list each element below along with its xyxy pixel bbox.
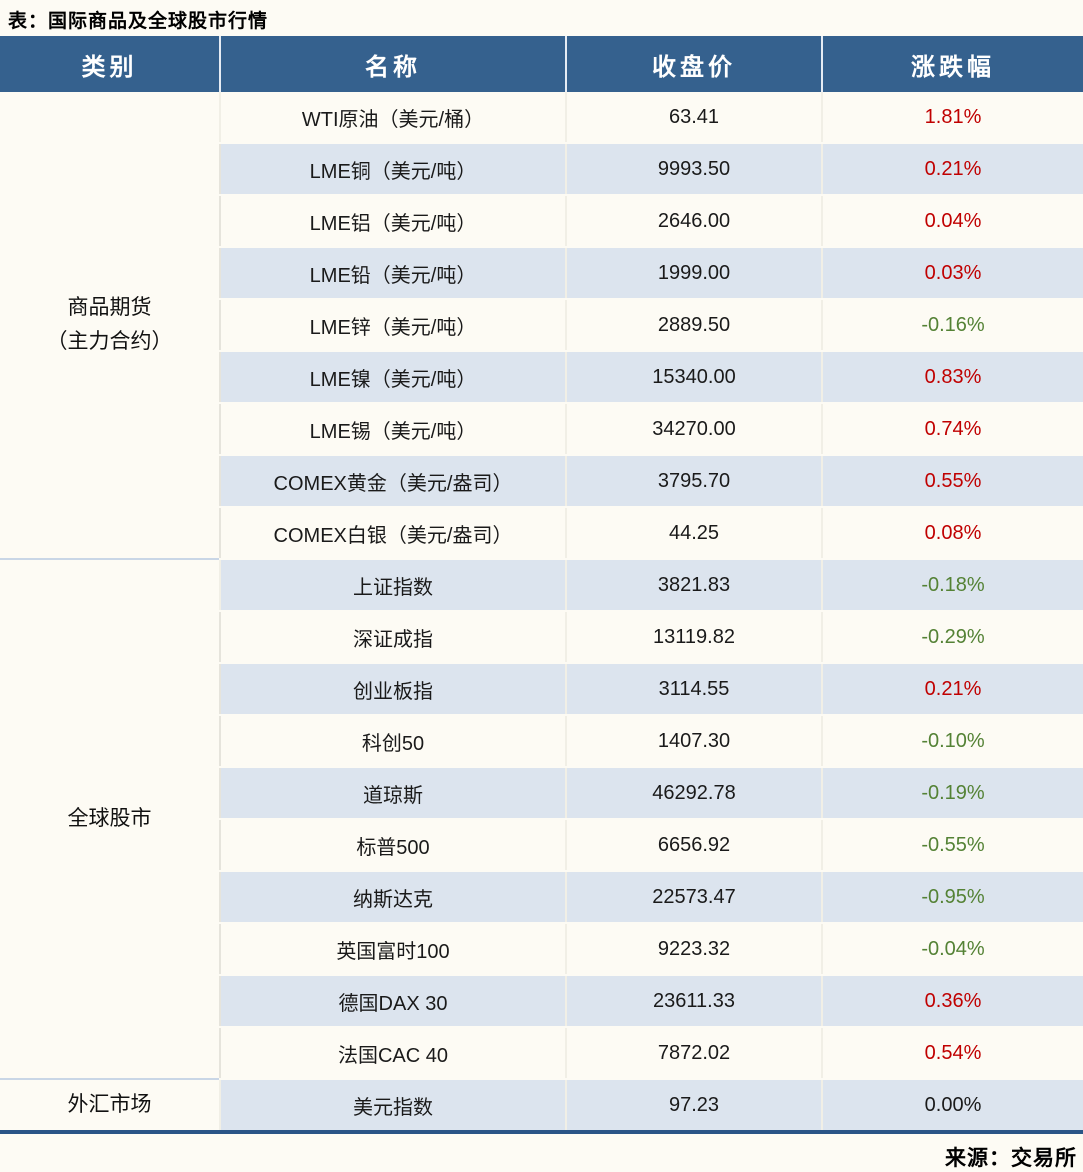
close-price-cell: 9223.32 [565, 923, 822, 976]
close-price-cell: 3795.70 [565, 455, 822, 508]
change-cell: -0.29% [821, 611, 1083, 664]
name-cell: 法国CAC 40 [219, 1027, 566, 1080]
table-row: 纳斯达克 22573.47 -0.95% [0, 871, 1083, 924]
category-cell: 商品期货 （主力合约） [0, 92, 220, 559]
change-cell: 0.54% [821, 1027, 1083, 1080]
table-row: COMEX白银（美元/盎司） 44.25 0.08% [0, 507, 1083, 560]
table-row: LME铜（美元/吨） 9993.50 0.21% [0, 143, 1083, 196]
close-price-cell: 22573.47 [565, 871, 822, 924]
table-row: 德国DAX 30 23611.33 0.36% [0, 975, 1083, 1028]
change-cell: -0.10% [821, 715, 1083, 768]
change-cell: 0.83% [821, 351, 1083, 404]
change-cell: 0.08% [821, 507, 1083, 560]
change-cell: 0.55% [821, 455, 1083, 508]
table-body: 商品期货 （主力合约） WTI原油（美元/桶） 63.41 1.81% LME铜（美元/吨… [0, 92, 1083, 1133]
change-cell: 0.00% [821, 1079, 1083, 1133]
close-price-cell: 34270.00 [565, 403, 822, 456]
change-cell: 0.36% [821, 975, 1083, 1028]
page-title: 表：国际商品及全球股市行情 [8, 11, 269, 32]
change-cell: -0.16% [821, 299, 1083, 352]
table-row: LME铝（美元/吨） 2646.00 0.04% [0, 195, 1083, 248]
close-price-cell: 3821.83 [565, 559, 822, 612]
name-cell: 纳斯达克 [219, 871, 566, 924]
category-cell: 外汇市场 [0, 1078, 220, 1132]
close-price-cell: 1407.30 [565, 715, 822, 768]
name-cell: 道琼斯 [219, 767, 566, 820]
name-cell: LME铝（美元/吨） [219, 195, 566, 248]
table-row: LME锡（美元/吨） 34270.00 0.74% [0, 403, 1083, 456]
category-label: 外汇市场 [67, 1093, 152, 1116]
close-price-cell: 44.25 [565, 507, 822, 560]
change-cell: 0.74% [821, 403, 1083, 456]
close-price-cell: 2646.00 [565, 195, 822, 248]
name-cell: LME锌（美元/吨） [219, 299, 566, 352]
close-price-cell: 63.41 [565, 92, 822, 144]
name-cell: 英国富时100 [219, 923, 566, 976]
table-row: LME锌（美元/吨） 2889.50 -0.16% [0, 299, 1083, 352]
change-cell: -0.04% [821, 923, 1083, 976]
table-row: 道琼斯 46292.78 -0.19% [0, 767, 1083, 820]
change-cell: -0.18% [821, 559, 1083, 612]
table-row: 英国富时100 9223.32 -0.04% [0, 923, 1083, 976]
table-row: 标普500 6656.92 -0.55% [0, 819, 1083, 872]
change-cell: 0.04% [821, 195, 1083, 248]
table-row: 深证成指 13119.82 -0.29% [0, 611, 1083, 664]
close-price-cell: 13119.82 [565, 611, 822, 664]
name-cell: 标普500 [219, 819, 566, 872]
table-row: 创业板指 3114.55 0.21% [0, 663, 1083, 716]
table-row: 法国CAC 40 7872.02 0.54% [0, 1027, 1083, 1080]
header-row: 类别 名称 收盘价 涨跌幅 [0, 36, 1083, 92]
category-label: （主力合约） [46, 330, 173, 353]
name-cell: 美元指数 [219, 1079, 566, 1133]
change-cell: -0.55% [821, 819, 1083, 872]
category-label: 商品期货 [67, 296, 152, 319]
col-header-change: 涨跌幅 [821, 36, 1083, 92]
close-price-cell: 1999.00 [565, 247, 822, 300]
change-cell: 0.03% [821, 247, 1083, 300]
name-cell: LME铅（美元/吨） [219, 247, 566, 300]
change-cell: 0.21% [821, 143, 1083, 196]
change-cell: 1.81% [821, 92, 1083, 144]
table-row: 全球股市 上证指数 3821.83 -0.18% [0, 558, 1083, 1079]
category-label: 全球股市 [67, 807, 152, 830]
name-cell: 科创50 [219, 715, 566, 768]
table-row: COMEX黄金（美元/盎司） 3795.70 0.55% [0, 455, 1083, 508]
table-row: 外汇市场 美元指数 97.23 0.00% [0, 1078, 1083, 1133]
name-cell: COMEX白银（美元/盎司） [219, 507, 566, 560]
change-cell: -0.95% [821, 871, 1083, 924]
name-cell: 深证成指 [219, 611, 566, 664]
close-price-cell: 2889.50 [565, 299, 822, 352]
name-cell: COMEX黄金（美元/盎司） [219, 455, 566, 508]
close-price-cell: 15340.00 [565, 351, 822, 404]
table-row: LME镍（美元/吨） 15340.00 0.83% [0, 351, 1083, 404]
name-cell: LME铜（美元/吨） [219, 143, 566, 196]
table-row: LME铅（美元/吨） 1999.00 0.03% [0, 247, 1083, 300]
close-price-cell: 6656.92 [565, 819, 822, 872]
change-cell: 0.21% [821, 663, 1083, 716]
name-cell: 创业板指 [219, 663, 566, 716]
source-note: 来源：交易所 [945, 1147, 1077, 1170]
col-header-name: 名称 [219, 36, 566, 92]
close-price-cell: 9993.50 [565, 143, 822, 196]
name-cell: WTI原油（美元/桶） [219, 92, 566, 144]
close-price-cell: 7872.02 [565, 1027, 822, 1080]
category-cell: 全球股市 [0, 558, 220, 1079]
close-price-cell: 46292.78 [565, 767, 822, 820]
table-row: 商品期货 （主力合约） WTI原油（美元/桶） 63.41 1.81% [0, 92, 1083, 559]
col-header-category: 类别 [0, 36, 220, 92]
col-header-close: 收盘价 [565, 36, 822, 92]
name-cell: LME锡（美元/吨） [219, 403, 566, 456]
close-price-cell: 97.23 [565, 1079, 822, 1133]
name-cell: 德国DAX 30 [219, 975, 566, 1028]
name-cell: 上证指数 [219, 559, 566, 612]
name-cell: LME镍（美元/吨） [219, 351, 566, 404]
close-price-cell: 23611.33 [565, 975, 822, 1028]
change-cell: -0.19% [821, 767, 1083, 820]
market-table: 类别 名称 收盘价 涨跌幅 商品期货 （主力合约） WTI原油（美元/桶） 63.41… [0, 36, 1083, 1134]
table-row: 科创50 1407.30 -0.10% [0, 715, 1083, 768]
table-header: 类别 名称 收盘价 涨跌幅 [0, 36, 1083, 92]
close-price-cell: 3114.55 [565, 663, 822, 716]
